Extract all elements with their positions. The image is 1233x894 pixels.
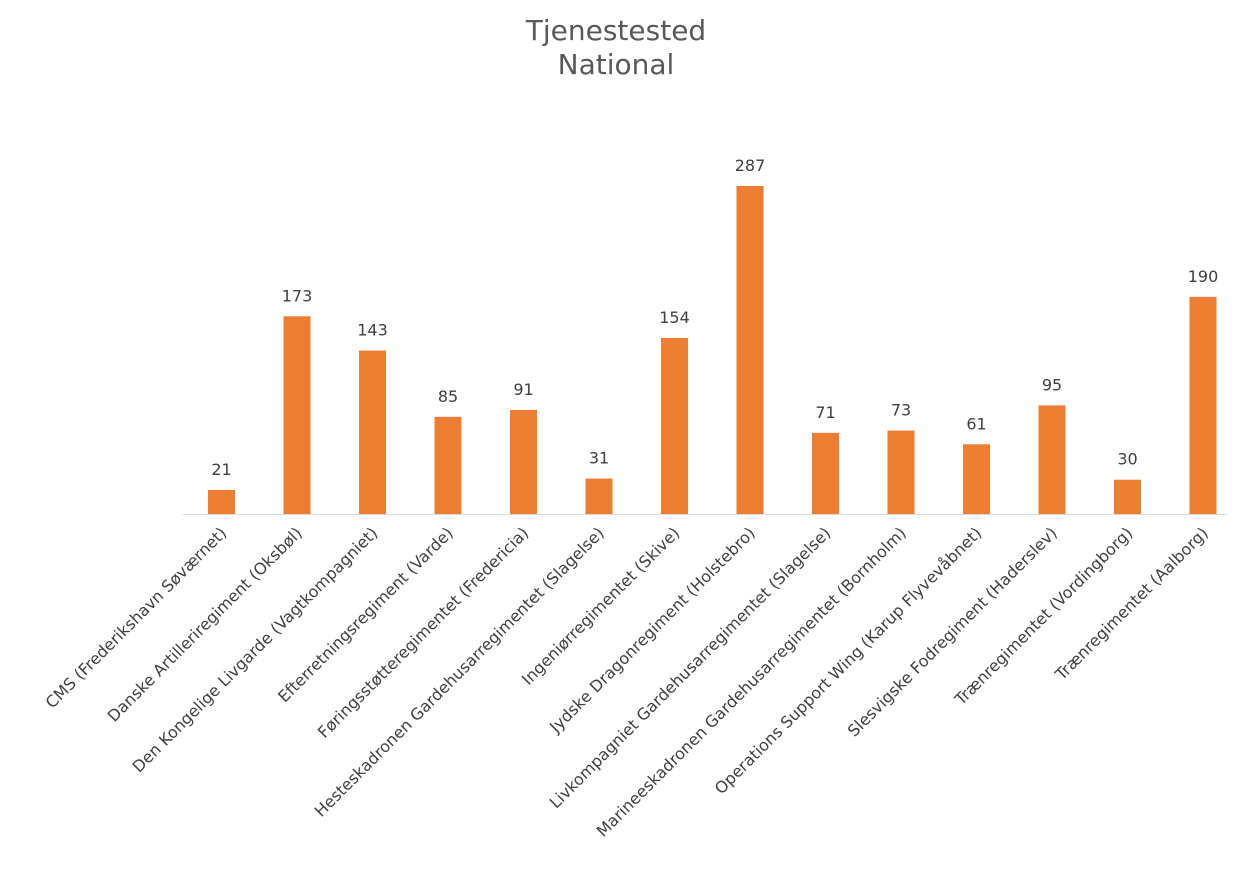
x-tick-label: Trænregimentet (Aalborg) [1051, 523, 1212, 684]
data-label: 73 [891, 401, 911, 420]
data-label: 91 [513, 380, 533, 399]
data-label: 21 [211, 460, 231, 479]
data-label: 31 [589, 449, 609, 468]
bar [434, 416, 462, 514]
bar [359, 350, 386, 514]
data-label: 61 [966, 414, 986, 433]
data-label: 287 [735, 156, 766, 175]
data-labels: 21 173 143 85 91 31 154 287 71 73 61 95 30 190 [211, 156, 1218, 479]
data-label: 190 [1188, 267, 1219, 286]
data-label: 85 [438, 387, 458, 406]
bar [963, 444, 990, 514]
bar [812, 432, 839, 514]
data-label: 154 [659, 308, 690, 327]
bars [208, 186, 1217, 514]
bar [661, 338, 688, 514]
data-label: 143 [357, 321, 388, 340]
bar [585, 478, 613, 514]
x-tick-label: Livkompagniet Gardehusarregimentet (Slag… [546, 523, 835, 812]
x-tick-label: Hesteskadronen Gardehusarregimentet (Sla… [311, 523, 608, 820]
bar [736, 186, 764, 514]
chart-title-line-1: Tjenestested [525, 14, 706, 47]
x-tick-label: Operations Support Wing (Karup Flyvevåbn… [711, 523, 986, 798]
bar [283, 316, 311, 514]
data-label: 173 [282, 286, 313, 305]
data-label: 71 [815, 403, 835, 422]
bar [510, 410, 537, 514]
chart-title-line-2: National [558, 48, 675, 81]
data-label: 95 [1042, 375, 1062, 394]
data-label: 30 [1117, 450, 1137, 469]
bar [1114, 479, 1141, 514]
bar [1038, 405, 1066, 514]
bar [208, 490, 235, 514]
bar [887, 430, 915, 514]
x-tick-labels: CMS (Frederikshavn Søværnet)Danske Artil… [42, 523, 1212, 840]
x-tick-label: Ingeniørregimentet (Skive) [518, 523, 683, 688]
bar [1189, 296, 1217, 514]
